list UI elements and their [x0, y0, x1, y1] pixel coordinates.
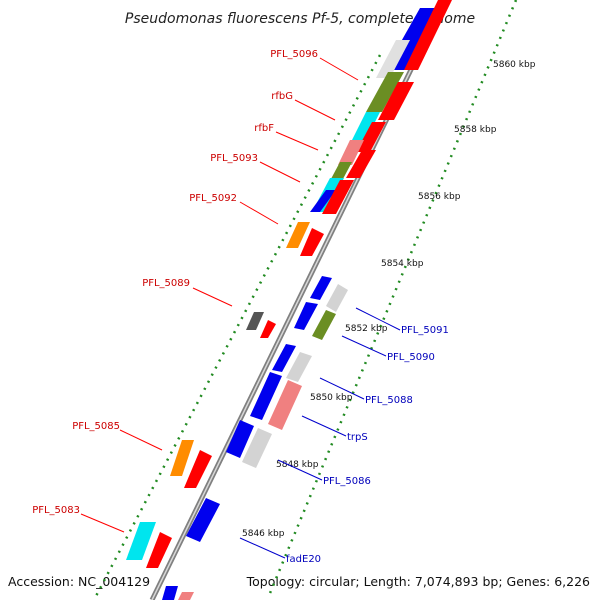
gene-block-olive[interactable] [366, 72, 404, 112]
gene-block-blue[interactable] [186, 498, 220, 542]
gene-label[interactable]: PFL_5088 [365, 395, 413, 406]
gene-label[interactable]: fadE20 [286, 554, 321, 565]
genome-summary: Topology: circular; Length: 7,074,893 bp… [246, 574, 590, 589]
gene-label[interactable]: rfbG [271, 91, 293, 102]
gene-block-red[interactable] [184, 450, 212, 488]
kbp-label: 5846 kbp [242, 529, 285, 539]
kbp-label: 5852 kbp [345, 324, 388, 334]
gene-label[interactable]: PFL_5089 [142, 278, 190, 289]
reverse-label-leaders [239, 307, 401, 559]
gene-block-orange[interactable] [170, 440, 194, 476]
gene-block-blue[interactable] [310, 276, 332, 300]
map-title: Pseudomonas fluorescens Pf-5, complete g… [125, 11, 475, 27]
gene-block-red[interactable] [300, 228, 324, 256]
gene-block-blue[interactable] [250, 372, 282, 420]
gene-block-pink[interactable] [338, 140, 364, 165]
forward-strand-genes [126, 0, 452, 600]
gene-block-cyan[interactable] [126, 522, 156, 560]
gene-label[interactable]: PFL_5090 [387, 352, 435, 363]
accession-label: Accession: NC_004129 [8, 574, 150, 589]
scale-labels: 5860 kbp 5858 kbp 5856 kbp 5854 kbp 5852… [242, 60, 536, 539]
gene-block-red[interactable] [346, 150, 376, 178]
kbp-label: 5848 kbp [276, 460, 319, 470]
gene-block-gray[interactable] [286, 352, 312, 382]
gene-block-orange[interactable] [286, 222, 310, 248]
kbp-label: 5850 kbp [310, 393, 353, 403]
gene-block-red[interactable] [356, 122, 386, 152]
gene-label[interactable]: rfbF [254, 123, 274, 134]
gene-label[interactable]: PFL_5083 [32, 505, 80, 516]
gene-block-gray[interactable] [242, 428, 272, 468]
gene-block-red[interactable] [260, 320, 276, 338]
gene-block-darkgray[interactable] [246, 312, 264, 330]
gene-block-red[interactable] [146, 532, 172, 568]
gene-block-blue[interactable] [226, 420, 254, 458]
gene-label[interactable]: PFL_5086 [323, 476, 371, 487]
kbp-label: 5856 kbp [418, 192, 461, 202]
gene-label[interactable]: PFL_5092 [189, 193, 237, 204]
forward-gene-labels: PFL_5096 rfbG rfbF PFL_5093 PFL_5092 PFL… [32, 49, 318, 516]
forward-label-leaders [80, 57, 359, 533]
kbp-label: 5860 kbp [493, 60, 536, 70]
gene-block-blue[interactable] [294, 302, 318, 330]
scale-line-inner [93, 54, 382, 599]
gene-block-red[interactable] [322, 180, 354, 214]
gene-label[interactable]: PFL_5085 [72, 421, 120, 432]
gene-block-blue[interactable] [310, 190, 336, 212]
gene-label[interactable]: trpS [347, 432, 368, 443]
gene-block-gray[interactable] [326, 284, 348, 312]
gene-label[interactable]: PFL_5093 [210, 153, 258, 164]
reverse-strand-genes [186, 276, 348, 542]
gene-block-red[interactable] [404, 0, 452, 70]
gene-block-gray[interactable] [376, 40, 410, 78]
gene-block-pink[interactable] [178, 592, 194, 600]
kbp-label: 5854 kbp [381, 259, 424, 269]
gene-block-blue[interactable] [272, 344, 296, 372]
gene-block-cyan[interactable] [352, 112, 380, 140]
reverse-gene-labels: PFL_5091 PFL_5090 PFL_5088 trpS PFL_5086… [286, 325, 449, 565]
kbp-label: 5858 kbp [454, 125, 497, 135]
gene-label[interactable]: PFL_5096 [270, 49, 318, 60]
gene-block-pink[interactable] [268, 380, 302, 430]
gene-label[interactable]: PFL_5091 [401, 325, 449, 336]
gene-block-red[interactable] [378, 82, 414, 120]
gene-block-blue[interactable] [162, 586, 178, 600]
gene-block-olive[interactable] [312, 310, 336, 340]
